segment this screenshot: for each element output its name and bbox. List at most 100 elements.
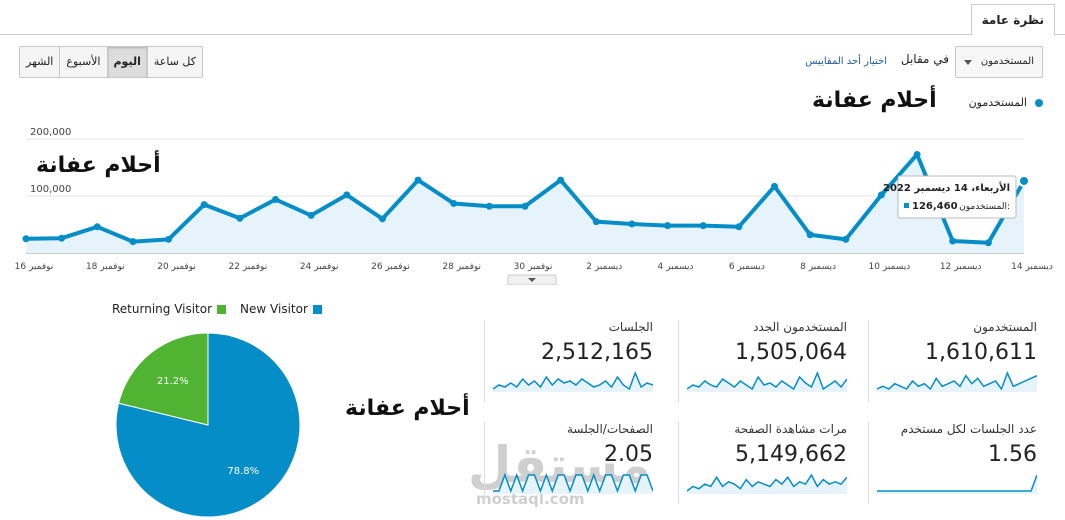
y-tick-label: 100,000: [30, 184, 71, 195]
data-point: [984, 239, 992, 247]
x-tick-label: ديسمبر 4: [658, 262, 694, 272]
watermark-text: أحلام عفانة: [36, 153, 161, 178]
x-tick-label: نوفمبر 20: [157, 262, 196, 272]
data-point: [1018, 174, 1030, 187]
data-point: [771, 182, 778, 190]
pie-legend: Returning Visitor New Visitor: [112, 302, 322, 316]
watermark-text: أحلام عفانة: [812, 88, 937, 113]
data-point: [877, 191, 885, 199]
data-point: [628, 220, 636, 228]
pie-legend-returning-label: Returning Visitor: [112, 302, 213, 316]
metric-title: المستخدمون: [973, 320, 1037, 334]
sparkline-line: [877, 474, 1037, 492]
period-week-button[interactable]: الأسبوع: [59, 47, 107, 77]
metric-card-pages-per-session[interactable]: الصفحات/الجلسة 2.05: [484, 422, 661, 504]
data-point: [93, 223, 101, 231]
data-point: [557, 176, 565, 184]
pie-legend-new-label: New Visitor: [240, 302, 308, 316]
period-month-button[interactable]: الشهر: [20, 47, 60, 77]
sparkline-area: [493, 373, 653, 392]
pie-slice-label: 78.8%: [227, 466, 259, 477]
metric-value: 1.56: [988, 442, 1037, 467]
metric-sparkline: [493, 370, 653, 392]
pick-metric-link[interactable]: اختيار أحد المقاييس: [805, 56, 887, 67]
data-point: [485, 202, 493, 210]
users-line-chart: 200,000 100,000 نوفمبر 16 نوفمبر 18 نوفمبر 2…: [15, 127, 1053, 285]
sparkline-line: [877, 371, 1037, 391]
x-tick-label: ديسمبر 10: [869, 262, 911, 272]
period-hourly-button[interactable]: كل ساعة: [146, 47, 202, 77]
series-legend-label: المستخدمون: [968, 96, 1027, 109]
pie-legend-new-swatch: [312, 304, 322, 314]
metric-value: 1,610,611: [925, 340, 1037, 365]
data-point: [200, 201, 208, 209]
data-point: [806, 231, 814, 239]
pie-slice: [118, 332, 209, 426]
sparkline-line: [493, 370, 653, 391]
data-point: [949, 237, 957, 245]
metric-value: 5,149,662: [735, 442, 847, 467]
metric-card-new-users[interactable]: المستخدمون الجدد 1,505,064: [678, 320, 855, 402]
sparkline-area: [877, 373, 1037, 392]
metric-card-pageviews[interactable]: مرات مشاهدة الصفحة 5,149,662: [678, 422, 855, 504]
x-tick-label: نوفمبر 28: [442, 262, 481, 272]
metric-card-sessions-per-user[interactable]: عدد الجلسات لكل مستخدم 1.56: [868, 422, 1045, 504]
tooltip-swatch: [904, 203, 909, 208]
x-tick-label: نوفمبر 16: [15, 262, 54, 272]
data-point: [343, 191, 351, 199]
versus-label: في مقابل: [900, 52, 949, 66]
tooltip-label: المستخدمون:: [959, 202, 1010, 212]
metric-value: 2,512,165: [541, 340, 653, 365]
metric-sparkline: [687, 370, 847, 392]
series-legend-dot: [1035, 99, 1043, 107]
data-point: [272, 195, 279, 203]
metric-value: 2.05: [604, 442, 653, 467]
tab-bar: [0, 0, 1065, 35]
data-point: [592, 218, 600, 226]
x-tick-label: نوفمبر 18: [86, 262, 125, 272]
metric-card-users[interactable]: المستخدمون 1,610,611: [868, 320, 1045, 402]
metric-title: مرات مشاهدة الصفحة: [734, 422, 847, 436]
metric-select-value: المستخدمون: [980, 56, 1034, 67]
y-tick-label: 200,000: [30, 127, 71, 138]
x-tick-label: ديسمبر 8: [800, 262, 836, 272]
metric-title: الصفحات/الجلسة: [566, 422, 653, 436]
sparkline-line: [687, 370, 847, 391]
metric-sparkline: [687, 473, 847, 494]
tooltip-date: الأربعاء، 14 ديسمبر 2022: [883, 181, 1010, 194]
x-tick-label: ديسمبر 6: [729, 262, 765, 272]
tab-overview[interactable]: نظرة عامة: [970, 4, 1055, 36]
x-tick-label: نوفمبر 24: [300, 262, 339, 272]
data-point: [521, 202, 529, 210]
data-point: [414, 176, 422, 184]
data-point: [699, 222, 707, 230]
metric-title: عدد الجلسات لكل مستخدم: [900, 422, 1037, 436]
metric-title: الجلسات: [608, 320, 653, 334]
pie-legend-returning-swatch: [217, 304, 227, 314]
data-point: [664, 222, 672, 230]
data-point: [913, 150, 921, 158]
data-point: [842, 235, 850, 243]
sparkline-line: [687, 473, 847, 492]
x-tick-label: ديسمبر 14: [1011, 262, 1053, 272]
series-area: [26, 154, 1024, 253]
data-point: [307, 211, 315, 219]
chevron-down-icon: [964, 60, 972, 65]
x-tick-label: ديسمبر 2: [586, 262, 622, 272]
metric-select[interactable]: المستخدمون: [955, 46, 1043, 78]
x-tick-label: نوفمبر 26: [371, 262, 410, 272]
data-point: [735, 223, 743, 231]
metric-card-sessions[interactable]: الجلسات 2,512,165: [484, 320, 661, 402]
tooltip-value: 126,460: [912, 201, 958, 212]
metric-title: المستخدمون الجدد: [753, 320, 847, 334]
data-point: [378, 215, 386, 223]
pie-slice-label: 21.2%: [157, 376, 189, 387]
metric-sparkline: [877, 474, 1037, 494]
metric-value: 1,505,064: [735, 340, 847, 365]
period-day-button[interactable]: اليوم: [106, 47, 147, 77]
x-tick-label: نوفمبر 22: [229, 262, 268, 272]
sparkline-area: [687, 373, 847, 392]
metric-sparkline: [493, 472, 653, 494]
chevron-down-icon: [528, 278, 536, 282]
data-point: [450, 199, 458, 207]
